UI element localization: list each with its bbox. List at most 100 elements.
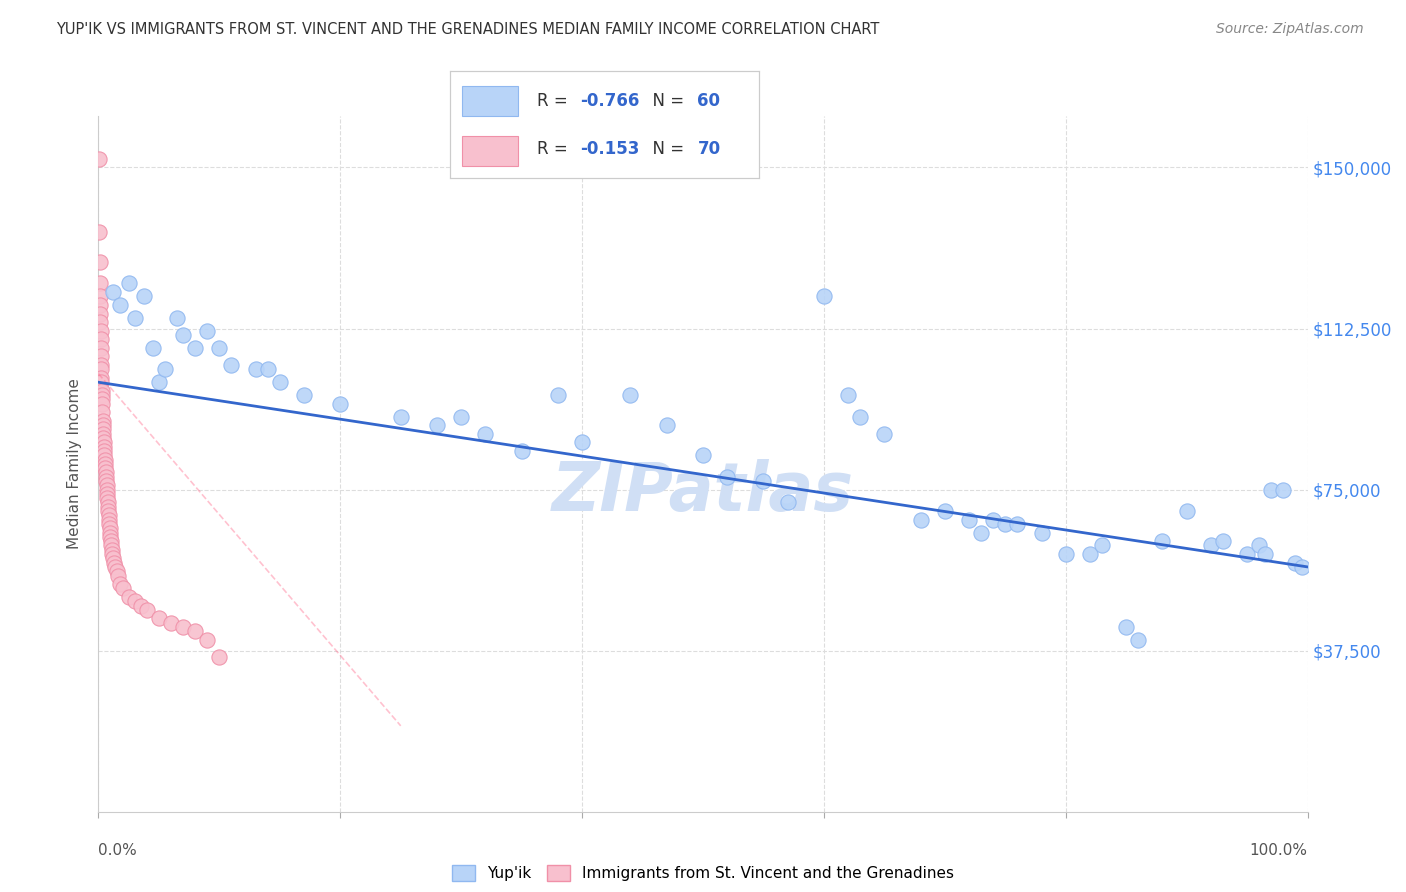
Point bbox=[100, 542, 122, 557]
Point bbox=[135, 603, 157, 617]
Point bbox=[1254, 547, 1277, 561]
Point bbox=[1152, 534, 1174, 549]
Point bbox=[96, 487, 118, 501]
Point bbox=[450, 409, 472, 424]
Point bbox=[1212, 534, 1234, 549]
Point bbox=[1236, 547, 1258, 561]
Point bbox=[837, 388, 859, 402]
Point bbox=[96, 491, 118, 506]
Point bbox=[1031, 525, 1053, 540]
Point bbox=[91, 414, 114, 428]
Point bbox=[910, 513, 932, 527]
Point bbox=[547, 388, 569, 402]
Point bbox=[716, 469, 738, 483]
Point bbox=[111, 582, 134, 596]
Point bbox=[98, 513, 121, 527]
Text: ZIPatlas: ZIPatlas bbox=[553, 458, 853, 524]
Point bbox=[90, 376, 112, 390]
Point bbox=[172, 620, 194, 634]
Point bbox=[1260, 483, 1282, 497]
Point bbox=[1249, 538, 1271, 552]
Text: R =: R = bbox=[537, 92, 572, 110]
Point bbox=[94, 466, 117, 480]
Point bbox=[96, 474, 118, 488]
Point bbox=[90, 358, 112, 372]
Point bbox=[981, 513, 1004, 527]
Point bbox=[269, 376, 291, 390]
Point bbox=[873, 426, 896, 441]
Text: 0.0%: 0.0% bbox=[98, 843, 138, 858]
Text: -0.153: -0.153 bbox=[579, 140, 640, 158]
Text: R =: R = bbox=[537, 140, 572, 158]
Point bbox=[1272, 483, 1295, 497]
Point bbox=[97, 495, 120, 509]
Point bbox=[91, 405, 114, 419]
Point bbox=[148, 611, 170, 625]
Point bbox=[619, 388, 641, 402]
Point bbox=[208, 341, 231, 355]
Point bbox=[1115, 620, 1137, 634]
Point bbox=[813, 289, 835, 303]
Point bbox=[1175, 504, 1198, 518]
Point bbox=[97, 504, 120, 518]
Point bbox=[474, 426, 496, 441]
Point bbox=[256, 362, 278, 376]
Point bbox=[89, 225, 111, 239]
Point bbox=[1054, 547, 1077, 561]
Point bbox=[118, 277, 141, 291]
Point bbox=[101, 551, 124, 566]
Point bbox=[166, 310, 188, 325]
Point bbox=[776, 495, 799, 509]
Point bbox=[90, 362, 112, 376]
Point bbox=[98, 521, 121, 535]
FancyBboxPatch shape bbox=[463, 87, 517, 116]
Point bbox=[329, 397, 352, 411]
Point bbox=[655, 418, 678, 433]
Point bbox=[1007, 516, 1029, 531]
Point bbox=[957, 513, 980, 527]
Point bbox=[153, 362, 176, 376]
Point bbox=[89, 289, 111, 303]
Point bbox=[124, 310, 146, 325]
Point bbox=[98, 530, 121, 544]
Point bbox=[94, 461, 117, 475]
Point bbox=[148, 376, 170, 390]
Point bbox=[93, 452, 115, 467]
Point bbox=[129, 599, 152, 613]
Point bbox=[98, 525, 121, 540]
Text: YUP'IK VS IMMIGRANTS FROM ST. VINCENT AND THE GRENADINES MEDIAN FAMILY INCOME CO: YUP'IK VS IMMIGRANTS FROM ST. VINCENT AN… bbox=[56, 22, 880, 37]
Text: 100.0%: 100.0% bbox=[1250, 843, 1308, 858]
Point bbox=[101, 547, 124, 561]
Point bbox=[89, 306, 111, 320]
Point bbox=[89, 298, 111, 312]
Point bbox=[245, 362, 267, 376]
Point bbox=[849, 409, 872, 424]
Point bbox=[91, 418, 114, 433]
Point bbox=[208, 650, 231, 665]
Point bbox=[571, 435, 593, 450]
Point bbox=[108, 577, 131, 591]
Point bbox=[221, 358, 243, 372]
Point bbox=[90, 324, 112, 338]
Point bbox=[160, 615, 183, 630]
Point bbox=[93, 435, 115, 450]
Point bbox=[96, 478, 118, 492]
Point bbox=[752, 474, 775, 488]
Y-axis label: Median Family Income: Median Family Income bbox=[67, 378, 83, 549]
Point bbox=[934, 504, 956, 518]
Point bbox=[91, 422, 114, 436]
Point bbox=[510, 444, 533, 458]
Point bbox=[134, 289, 156, 303]
Point bbox=[108, 298, 131, 312]
Point bbox=[97, 508, 120, 523]
Point bbox=[1291, 560, 1313, 574]
Point bbox=[1091, 538, 1114, 552]
Point bbox=[107, 568, 129, 582]
Point bbox=[389, 409, 412, 424]
Point bbox=[90, 371, 112, 385]
Point bbox=[94, 469, 117, 483]
Point bbox=[101, 285, 124, 299]
Point bbox=[90, 341, 112, 355]
Text: N =: N = bbox=[641, 140, 689, 158]
Point bbox=[184, 341, 207, 355]
